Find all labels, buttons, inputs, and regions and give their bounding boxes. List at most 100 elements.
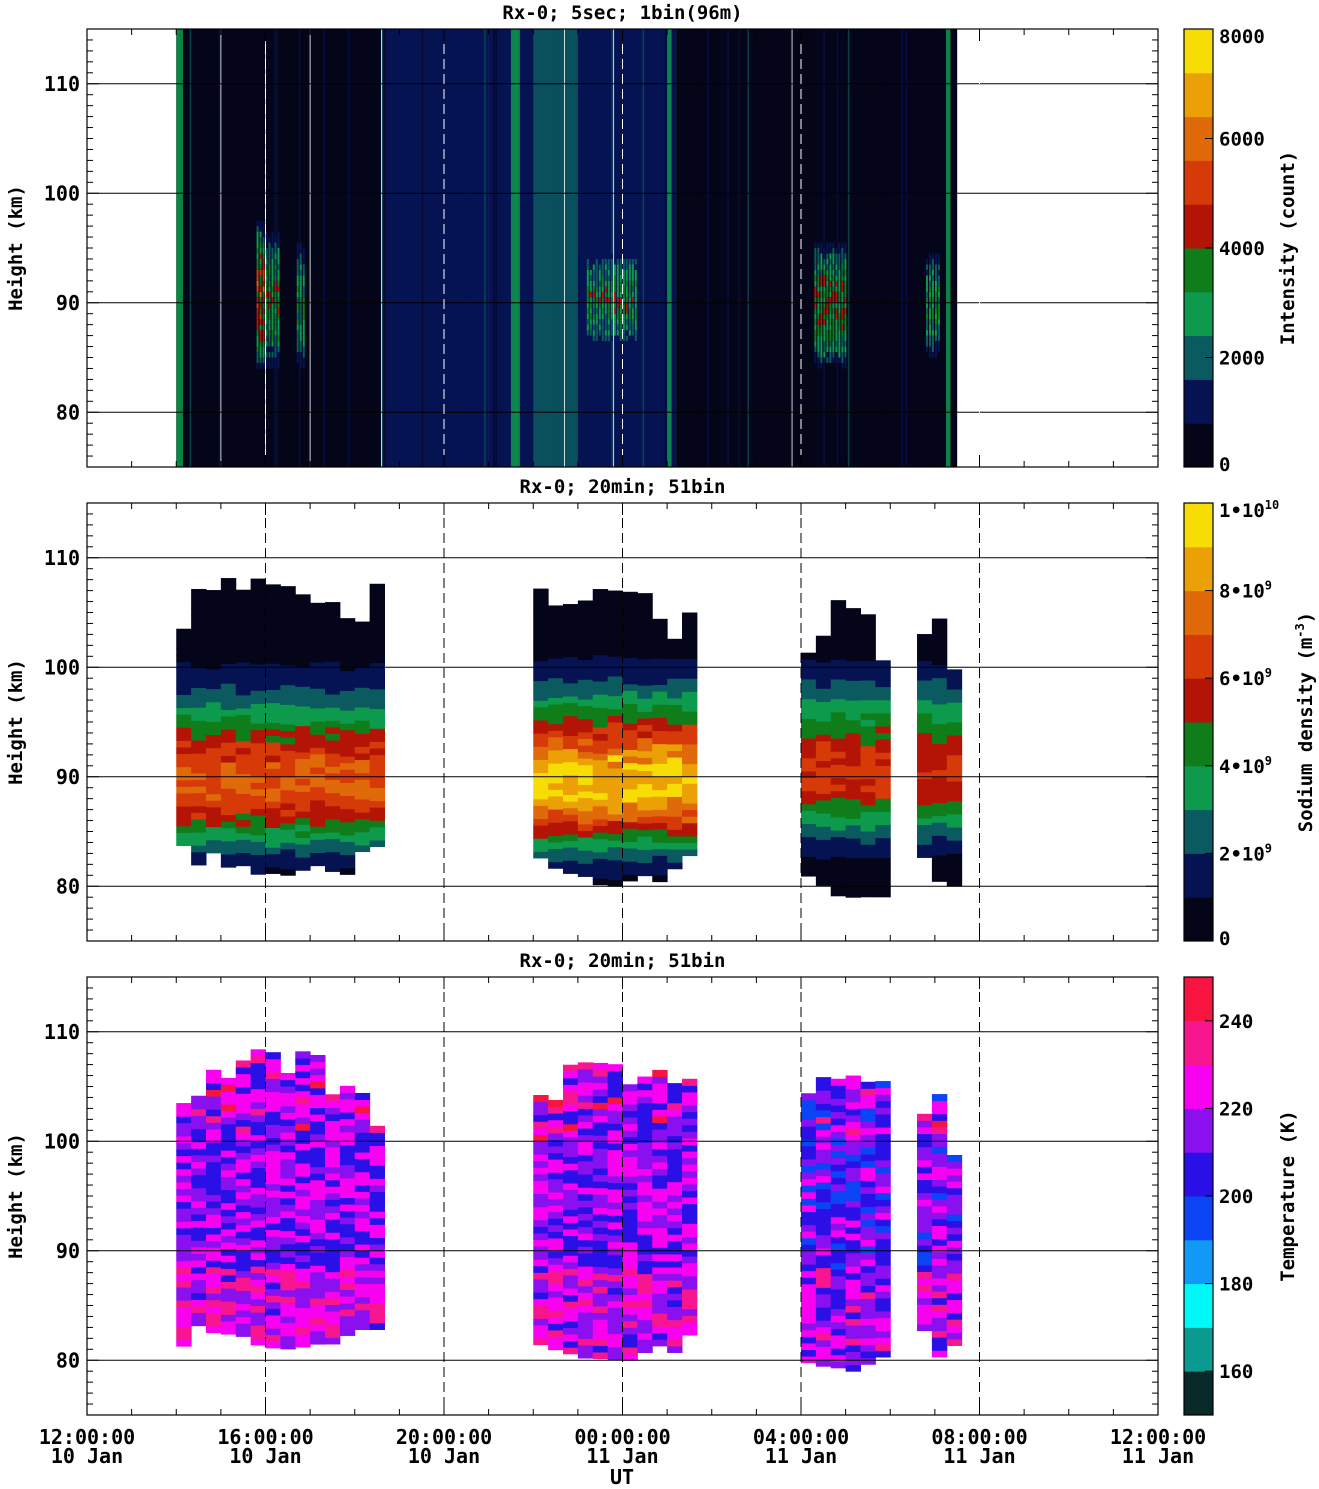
temperature-cell — [533, 1252, 549, 1260]
intensity-cell — [271, 341, 274, 347]
intensity-cell — [268, 313, 271, 320]
temperature-cell — [176, 1122, 192, 1130]
intensity-cell — [256, 231, 259, 238]
temperature-cell — [622, 1084, 638, 1092]
temperature-cell — [220, 1077, 237, 1085]
intensity-cell — [829, 264, 832, 270]
density-cell — [295, 784, 311, 792]
density-cell — [577, 679, 594, 687]
temperature-cell — [369, 1132, 385, 1140]
density-cell — [310, 615, 326, 624]
intensity-cell — [299, 341, 302, 347]
density-cell — [830, 711, 847, 719]
colorbar-tick-label: 160 — [1219, 1361, 1253, 1383]
intensity-stripe — [348, 29, 350, 467]
temperature-cell — [860, 1213, 876, 1221]
intensity-cell — [259, 291, 262, 298]
density-cell — [533, 621, 549, 629]
density-cell — [280, 868, 296, 876]
density-cell — [815, 793, 832, 801]
colorbar-segment — [1184, 678, 1213, 723]
density-cell — [563, 709, 579, 717]
density-cell — [830, 665, 847, 673]
temperature-cell — [280, 1105, 296, 1113]
density-cell — [339, 834, 356, 843]
density-cell — [563, 722, 579, 730]
intensity-cell — [844, 264, 847, 270]
density-cell — [220, 676, 237, 684]
intensity-cell — [296, 248, 299, 254]
density-cell — [875, 712, 891, 720]
temperature-cell — [339, 1197, 356, 1205]
density-cell — [325, 779, 341, 787]
intensity-cell — [592, 258, 595, 265]
colorbar-segment — [1184, 291, 1213, 337]
intensity-cell — [268, 346, 271, 353]
temperature-cell — [354, 1270, 371, 1278]
temperature-cell — [917, 1291, 933, 1299]
density-cell — [931, 828, 948, 836]
intensity-cell — [814, 248, 817, 254]
intensity-cell — [262, 362, 265, 369]
intensity-cell — [262, 319, 265, 325]
density-cell — [325, 667, 341, 675]
temperature-cell — [220, 1209, 237, 1217]
intensity-cell — [262, 275, 265, 281]
density-cell — [220, 762, 237, 770]
temperature-cell — [931, 1238, 948, 1246]
density-cell — [830, 790, 847, 798]
density-cell — [875, 719, 891, 727]
temperature-cell — [548, 1224, 564, 1232]
density-cell — [325, 753, 341, 761]
density-cell — [592, 681, 609, 689]
temperature-cell — [637, 1299, 653, 1308]
temperature-cell — [577, 1174, 594, 1182]
temperature-cell — [280, 1237, 296, 1245]
temperature-cell — [548, 1211, 564, 1219]
intensity-feature — [667, 29, 672, 467]
colorbar-segment — [1184, 1020, 1213, 1066]
density-cell — [295, 719, 311, 727]
temperature-cell — [354, 1224, 371, 1232]
intensity-cell — [841, 324, 844, 331]
temperature-cell — [637, 1286, 653, 1294]
intensity-cell — [841, 264, 844, 270]
intensity-cell — [616, 330, 619, 336]
temperature-cell — [176, 1135, 192, 1143]
intensity-cell — [838, 253, 841, 259]
density-cell — [667, 809, 683, 817]
density-cell — [931, 809, 948, 817]
intensity-cell — [268, 248, 271, 254]
density-cell — [250, 631, 266, 639]
density-cell — [235, 622, 252, 630]
density-cell — [607, 629, 623, 638]
density-cell — [875, 837, 891, 845]
temperature-cell — [310, 1311, 326, 1319]
temperature-cell — [325, 1330, 341, 1338]
density-cell — [652, 704, 668, 712]
intensity-cell — [592, 341, 595, 347]
temperature-cell — [310, 1252, 326, 1260]
temperature-cell — [577, 1121, 594, 1129]
temperature-cell — [607, 1097, 623, 1105]
intensity-cell — [931, 264, 934, 270]
density-cell — [917, 850, 933, 858]
density-cell — [220, 801, 237, 809]
temperature-cell — [845, 1364, 861, 1372]
intensity-cell — [265, 346, 268, 353]
density-cell — [667, 691, 683, 699]
density-cell — [830, 816, 847, 825]
temperature-cell — [592, 1319, 609, 1327]
density-cell — [607, 748, 623, 756]
intensity-cell — [610, 313, 613, 320]
temperature-cell — [652, 1293, 668, 1301]
density-cell — [369, 610, 385, 618]
density-cell — [815, 826, 832, 834]
density-cell — [235, 655, 252, 663]
density-cell — [310, 852, 326, 860]
density-cell — [931, 868, 948, 876]
density-cell — [830, 876, 847, 884]
temperature-cell — [250, 1049, 266, 1057]
temperature-cell — [220, 1202, 237, 1210]
density-cell — [191, 654, 207, 662]
